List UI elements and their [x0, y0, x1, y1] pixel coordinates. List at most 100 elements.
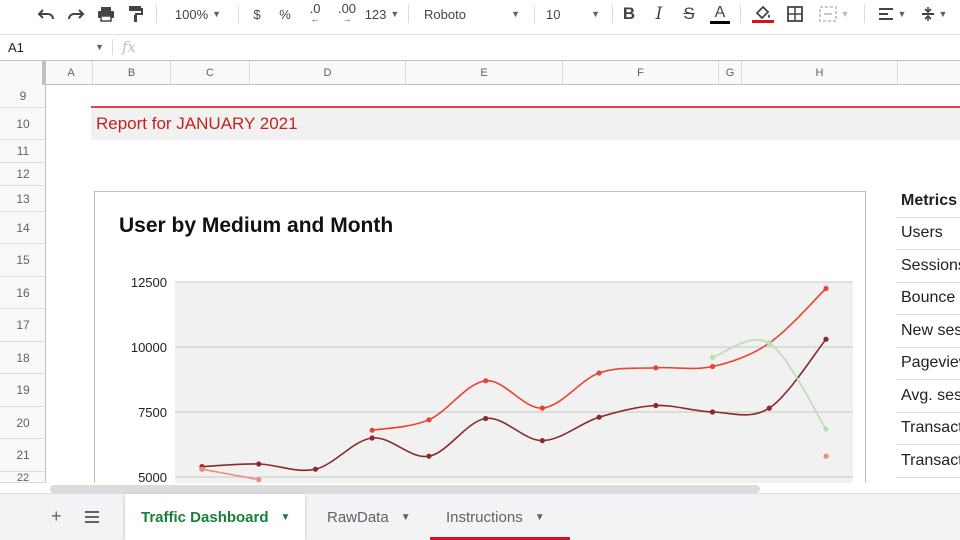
data-point — [709, 354, 716, 360]
font-select[interactable]: Roboto ▼ — [418, 3, 526, 25]
fill-color-swatch — [752, 19, 774, 23]
strikethrough-icon[interactable]: S — [683, 4, 695, 23]
borders-icon[interactable] — [784, 3, 806, 25]
percent-format-button[interactable]: % — [274, 3, 296, 25]
data-point — [709, 409, 716, 415]
chevron-down-icon: ▼ — [511, 9, 520, 19]
row-header[interactable]: 17 — [0, 309, 46, 342]
metric-item: Transaction — [896, 445, 960, 478]
paint-format-icon[interactable] — [124, 3, 148, 25]
toolbar-divider — [156, 5, 157, 23]
column-header[interactable]: C — [171, 61, 250, 85]
row-header[interactable]: 12 — [0, 163, 46, 186]
tab-label: Traffic Dashboard — [141, 508, 269, 526]
sheet-grid[interactable]: Report for JANUARY 2021 User by Medium a… — [46, 85, 960, 483]
y-tick-label: 7500 — [138, 405, 167, 420]
chevron-down-icon: ▼ — [938, 9, 948, 19]
data-point — [369, 435, 375, 441]
row-header[interactable]: 15 — [0, 244, 46, 277]
row-header[interactable]: 22 — [0, 472, 46, 483]
zoom-select[interactable]: 100% ▼ — [166, 3, 230, 25]
column-header[interactable]: G — [719, 61, 742, 85]
toolbar-divider — [238, 5, 239, 23]
undo-icon[interactable] — [34, 3, 58, 25]
chevron-down-icon: ▼ — [212, 9, 222, 19]
italic-icon[interactable]: I — [655, 4, 663, 24]
metric-item: Pageviews — [896, 348, 960, 380]
name-box[interactable]: A1 ▼ — [0, 35, 110, 59]
chevron-down-icon: ▼ — [95, 42, 104, 52]
currency-label: $ — [253, 6, 261, 22]
data-point — [709, 363, 716, 370]
report-title: Report for JANUARY 2021 — [91, 106, 960, 140]
row-header[interactable]: 21 — [0, 439, 46, 472]
data-point — [426, 417, 432, 423]
chevron-down-icon: ▼ — [591, 9, 600, 19]
metric-item: Bounce rate — [896, 283, 960, 315]
row-header[interactable]: 11 — [0, 140, 46, 163]
more-formats-select[interactable]: 123 ▼ — [364, 3, 400, 25]
data-point — [766, 405, 772, 411]
tab-rawdata[interactable]: RawData ▼ — [311, 494, 425, 540]
chevron-down-icon: ▼ — [840, 9, 850, 19]
print-icon[interactable] — [94, 3, 118, 25]
text-color-icon[interactable]: A — [708, 3, 732, 25]
align-left-icon[interactable]: ▼ — [874, 3, 910, 25]
row-header[interactable]: 20 — [0, 407, 46, 439]
data-point — [823, 453, 829, 459]
column-header[interactable]: B — [93, 61, 171, 85]
chart-title: User by Medium and Month — [119, 214, 394, 237]
chevron-down-icon: ▼ — [400, 511, 411, 523]
chevron-down-icon: ▼ — [390, 9, 400, 19]
data-point — [426, 453, 432, 459]
row-header[interactable]: 16 — [0, 277, 46, 309]
redo-icon[interactable] — [64, 3, 88, 25]
bold-icon[interactable]: B — [622, 4, 636, 23]
column-header[interactable] — [898, 61, 960, 85]
merge-cells-icon[interactable]: ▼ — [814, 3, 854, 25]
metrics-header: Metrics — [896, 185, 960, 218]
row-header[interactable]: 14 — [0, 212, 46, 244]
data-point — [596, 414, 602, 420]
tab-instructions[interactable]: Instructions ▼ — [430, 494, 570, 540]
column-header[interactable]: A — [50, 61, 93, 85]
increase-decimal-button[interactable]: .00 → — [334, 2, 360, 25]
select-all-corner[interactable] — [0, 61, 46, 85]
column-header[interactable]: E — [406, 61, 563, 85]
fill-color-icon[interactable] — [750, 3, 776, 25]
y-tick-label: 12500 — [131, 275, 167, 290]
column-header[interactable]: F — [563, 61, 719, 85]
font-size-select[interactable]: 10 ▼ — [540, 3, 606, 25]
chart-plot: 12500 10000 7500 5000 — [131, 275, 853, 483]
toolbar-divider — [864, 5, 865, 23]
tab-color-indicator — [430, 537, 570, 540]
metric-item: New sessions — [896, 315, 960, 348]
decrease-decimal-button[interactable]: .0 ← — [302, 2, 328, 25]
plot-area — [175, 282, 853, 483]
toolbar-divider — [534, 5, 535, 23]
formula-input[interactable] — [150, 37, 950, 57]
sheet-tab-bar: + Traffic Dashboard ▼ RawData ▼ Instructio… — [0, 493, 960, 540]
metric-item: Sessions — [896, 250, 960, 283]
all-sheets-icon[interactable] — [84, 508, 100, 529]
data-point — [369, 427, 375, 433]
row-header[interactable]: 10 — [0, 108, 46, 140]
toolbar: 100% ▼ $ % .0 ← .00 → 123 ▼ Roboto ▼ 10 ▼ B I … — [0, 0, 960, 30]
column-header[interactable]: H — [742, 61, 898, 85]
add-sheet-icon[interactable]: + — [51, 506, 62, 526]
currency-format-button[interactable]: $ — [246, 3, 268, 25]
row-header[interactable]: 13 — [0, 186, 46, 212]
row-header[interactable]: 19 — [0, 374, 46, 407]
text-color-letter: A — [714, 3, 726, 21]
data-point — [199, 466, 205, 472]
row-header[interactable]: 18 — [0, 342, 46, 374]
vertical-align-icon[interactable]: ▼ — [916, 3, 952, 25]
y-tick-label: 5000 — [138, 470, 167, 483]
tab-traffic-dashboard[interactable]: Traffic Dashboard ▼ — [125, 494, 305, 540]
horizontal-scrollbar[interactable] — [50, 485, 760, 493]
row-header[interactable]: 9 — [0, 85, 46, 108]
data-point — [483, 378, 489, 384]
chart[interactable]: User by Medium and Month 12500 10000 7500 5… — [94, 191, 866, 483]
data-point — [823, 426, 829, 432]
column-header[interactable]: D — [250, 61, 406, 85]
